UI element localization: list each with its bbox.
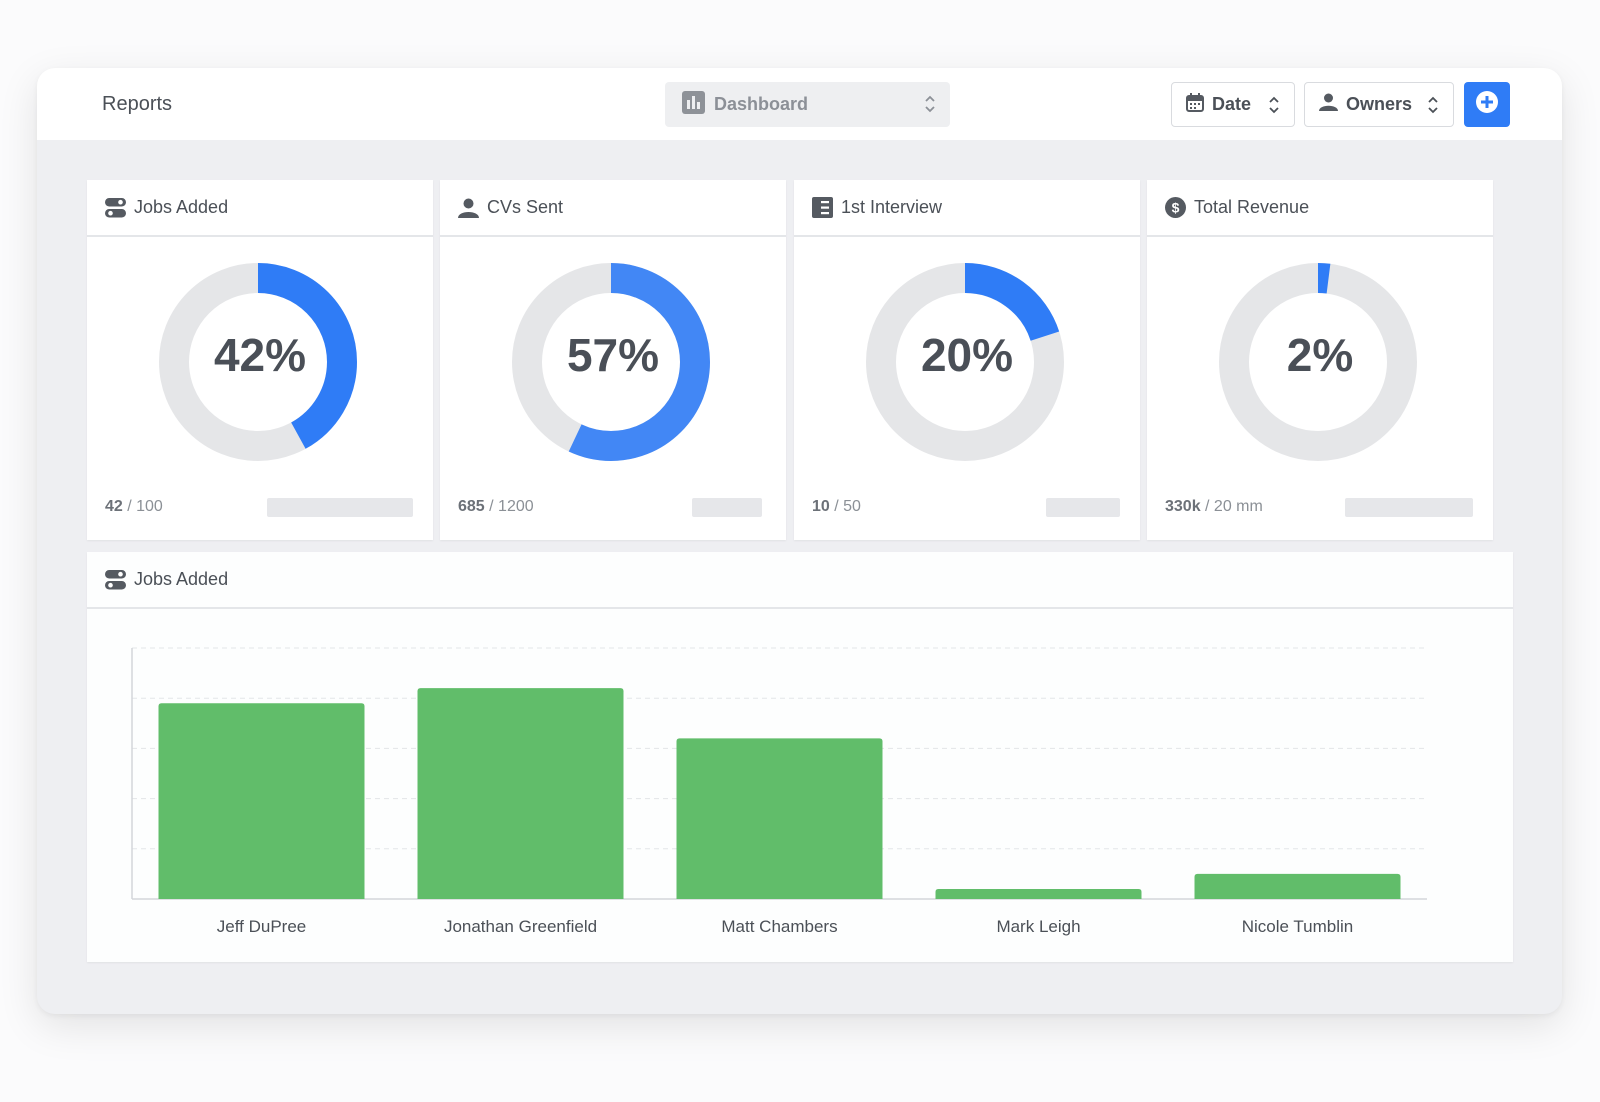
kpi-percent: 42% — [213, 329, 307, 381]
sort-arrows-icon — [1427, 95, 1439, 120]
kpi-card-1st-interview: 1st Interview 20% 10 / 50 — [794, 180, 1140, 540]
x-tick-label: Mark Leigh — [996, 917, 1080, 936]
kpi-percent: 2% — [1286, 329, 1354, 381]
kpi-total: / 1200 — [484, 498, 534, 515]
x-tick-label: Jonathan Greenfield — [444, 917, 597, 936]
placeholder-bar — [1046, 498, 1120, 517]
bar — [935, 888, 1142, 899]
date-filter[interactable]: Date — [1171, 82, 1295, 127]
dollar-icon: $ — [1165, 197, 1186, 218]
toggle-icon — [105, 197, 126, 218]
kpi-value: 10 — [812, 498, 830, 515]
kpi-count: 330k / 20 mm — [1165, 498, 1263, 516]
bar — [676, 738, 883, 899]
kpi-title: 1st Interview — [841, 197, 943, 217]
kpi-percent: 57% — [566, 329, 660, 381]
x-tick-label: Matt Chambers — [721, 917, 837, 936]
kpi-value: 685 — [458, 498, 485, 515]
calendar-icon — [1186, 92, 1204, 117]
kpi-card-total-revenue: $ Total Revenue 2% 330k / 20 mm — [1147, 180, 1493, 540]
x-tick-label: Nicole Tumblin — [1242, 917, 1354, 936]
donut-arc — [1219, 263, 1417, 461]
kpi-count: 685 / 1200 — [458, 498, 534, 516]
placeholder-bar — [1345, 498, 1473, 517]
kpi-count: 42 / 100 — [105, 498, 163, 516]
owners-filter[interactable]: Owners — [1304, 82, 1454, 127]
svg-text:$: $ — [1172, 200, 1180, 216]
app-window: Reports Dashboard — [37, 68, 1562, 1014]
bar-chart: Jeff DuPree Jonathan Greenfield Matt Chamb… — [131, 647, 1427, 936]
donut-chart — [512, 263, 710, 461]
view-select-value: Dashboard — [714, 94, 809, 114]
kpi-card-jobs-added: Jobs Added 42% 42 / 100 — [87, 180, 433, 540]
toggle-icon — [105, 569, 126, 590]
panel-title: Jobs Added — [134, 569, 229, 589]
add-button[interactable] — [1464, 82, 1510, 127]
bar-chart-icon — [682, 90, 705, 119]
top-bar: Reports Dashboard — [37, 68, 1562, 140]
bar-chart-panel: Jobs Added Jeff DuPree Jonathan Greenfiel… — [87, 552, 1513, 962]
date-filter-label: Date — [1212, 94, 1252, 114]
donut-chart — [159, 263, 357, 461]
kpi-count: 10 / 50 — [812, 498, 861, 516]
x-tick-label: Jeff DuPree — [217, 917, 306, 936]
bar — [1194, 873, 1401, 899]
kpi-total: / 50 — [829, 498, 861, 515]
kpi-value: 42 — [105, 498, 123, 515]
owners-filter-label: Owners — [1346, 94, 1413, 114]
kpi-total: / 100 — [122, 498, 163, 515]
user-icon — [1319, 93, 1338, 116]
donut-arc — [512, 263, 710, 461]
donut-chart — [866, 263, 1064, 461]
kpi-title: Jobs Added — [134, 197, 229, 217]
document-icon — [812, 197, 833, 218]
user-icon — [458, 198, 479, 218]
sort-arrows-icon — [1268, 95, 1280, 120]
kpi-percent: 20% — [920, 329, 1014, 381]
donut-arc — [159, 263, 357, 461]
bar — [417, 688, 624, 899]
kpi-value: 330k — [1165, 498, 1201, 515]
kpi-card-cvs-sent: CVs Sent 57% 685 / 1200 — [440, 180, 786, 540]
kpi-title: CVs Sent — [487, 197, 564, 217]
placeholder-bar — [267, 498, 413, 517]
kpi-total: / 20 mm — [1200, 498, 1263, 515]
bar — [158, 703, 365, 899]
sort-arrows-icon — [924, 94, 936, 119]
view-select[interactable]: Dashboard — [665, 82, 950, 127]
kpi-title: Total Revenue — [1194, 197, 1310, 217]
page-title: Reports — [102, 93, 173, 115]
donut-chart — [1219, 263, 1417, 461]
donut-arc — [866, 263, 1064, 461]
placeholder-bar — [692, 498, 762, 517]
plus-circle-icon — [1475, 90, 1499, 119]
